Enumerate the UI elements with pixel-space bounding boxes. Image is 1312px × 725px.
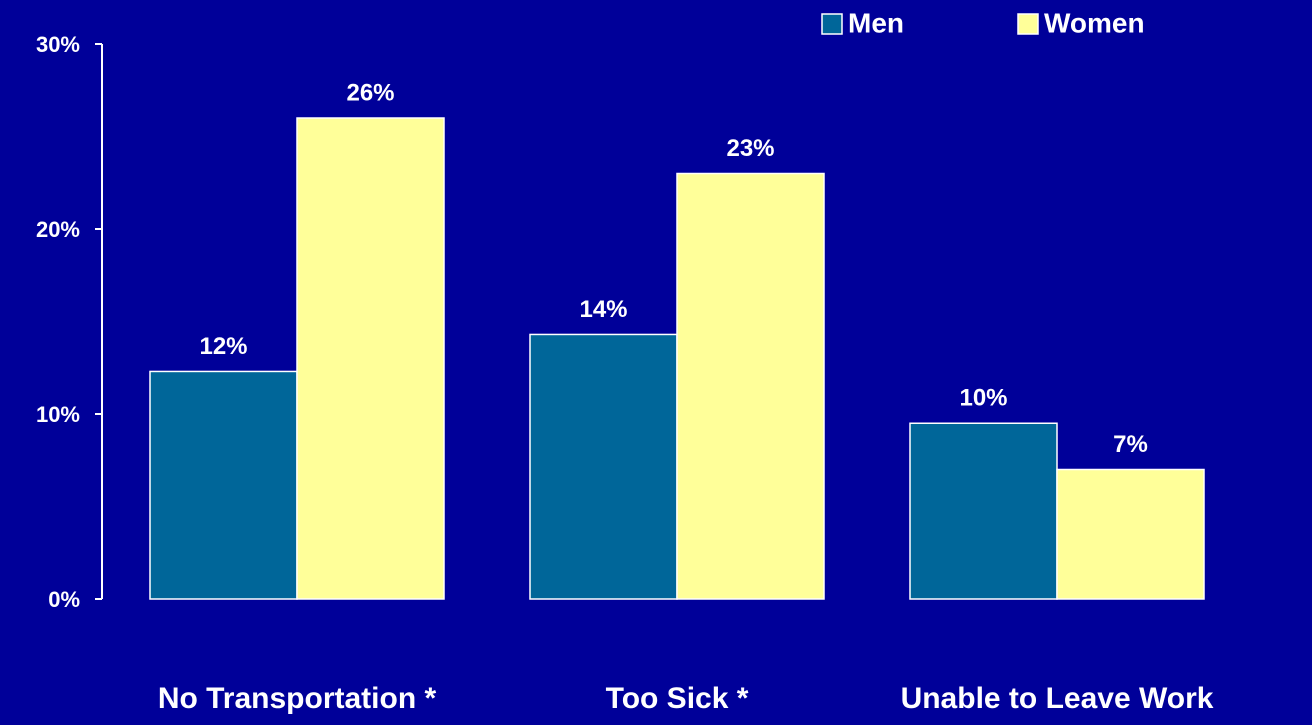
data-label: 10% <box>959 385 1007 412</box>
y-tick-label: 20% <box>36 217 80 242</box>
bar <box>909 422 1058 600</box>
data-label: 23% <box>726 135 774 162</box>
y-tick-label: 30% <box>36 32 80 57</box>
bar <box>676 172 825 600</box>
data-label: 12% <box>199 333 247 360</box>
bar <box>296 117 445 600</box>
y-tick-label: 10% <box>36 402 80 427</box>
x-tick-label: Too Sick * <box>606 682 749 715</box>
bar <box>149 370 298 600</box>
legend-label: Women <box>1044 7 1145 38</box>
legend-label: Men <box>848 7 904 38</box>
x-tick-label: Unable to Leave Work <box>901 682 1214 715</box>
bar <box>529 333 678 600</box>
data-label: 26% <box>346 79 394 106</box>
x-tick-label: No Transportation * <box>158 682 437 715</box>
bar <box>1056 468 1205 600</box>
data-label: 7% <box>1113 431 1148 458</box>
legend-swatch <box>1017 13 1039 35</box>
legend-swatch <box>821 13 843 35</box>
y-tick-label: 0% <box>48 587 80 612</box>
data-label: 14% <box>579 296 627 323</box>
